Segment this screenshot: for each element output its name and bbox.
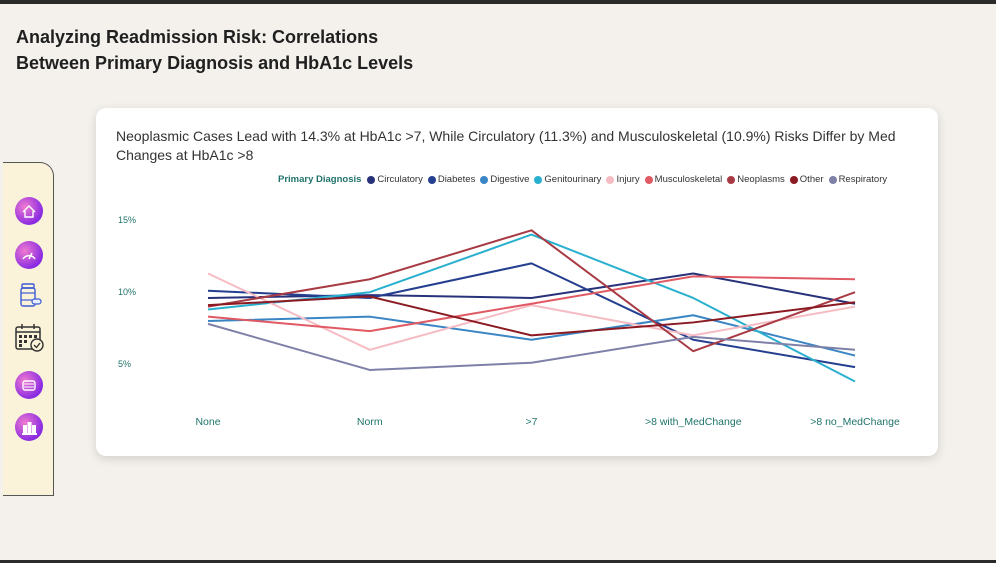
page-title: Analyzing Readmission Risk: Correlations… [16,24,536,76]
top-border [0,0,996,4]
x-tick-label: >7 [526,416,538,428]
y-tick-label: 15% [118,215,136,225]
legend-item[interactable]: Neoplasms [727,174,785,185]
legend-label: Neoplasms [737,174,785,185]
bottles-icon[interactable] [15,413,43,441]
legend-label: Genitourinary [544,174,602,185]
legend-item[interactable]: Injury [606,174,640,185]
x-tick-label: >8 with_MedChange [645,416,742,428]
page-title-line-1: Analyzing Readmission Risk: Correlations [16,27,379,47]
x-tick-label: Norm [357,416,383,428]
series-line-genitourinary[interactable] [207,233,856,383]
legend-marker [727,175,736,184]
legend-item[interactable]: Diabetes [427,174,476,185]
legend-label: Circulatory [377,174,423,185]
x-tick-label: >8 no_MedChange [810,416,900,428]
speedometer-icon[interactable] [15,241,43,269]
legend-marker [789,175,798,184]
calendar-check-icon[interactable] [15,323,44,352]
legend-label: Diabetes [437,174,476,185]
legend-item[interactable]: Respiratory [828,174,888,185]
legend-marker [427,175,436,184]
legend-title: Primary Diagnosis [278,174,362,185]
sidebar-nav [3,162,54,496]
legend-label: Musculoskeletal [654,174,723,185]
legend-marker [480,175,489,184]
page-title-line-2: Between Primary Diagnosis and HbA1c Leve… [16,53,414,73]
series-line-diabetes[interactable] [207,262,856,369]
series-line-musculoskeletal[interactable] [207,275,856,333]
legend-marker [828,175,837,184]
legend-marker [644,175,653,184]
x-tick-label: None [195,416,220,428]
legend-item[interactable]: Other [789,174,824,185]
medicine-bottle-icon[interactable] [15,281,43,309]
legend-label: Digestive [490,174,530,185]
legend-item[interactable]: Genitourinary [534,174,601,185]
y-tick-label: 5% [118,359,131,369]
chart-card: Neoplasmic Cases Lead with 14.3% at HbA1… [96,108,938,456]
line-chart: 5% 10% 15% None Norm >7 >8 with_MedChange >8 no… [118,215,900,428]
chart-legend: Primary Diagnosis Circulatory Diabetes Dig… [278,174,920,185]
legend-marker [367,175,376,184]
legend-label: Other [799,174,824,185]
home-icon[interactable] [15,197,43,225]
legend-item[interactable]: Circulatory [367,174,423,185]
series-line-digestive[interactable] [207,314,856,357]
bottom-border [0,560,996,563]
legend-item[interactable]: Digestive [480,174,529,185]
series-line-respiratory[interactable] [207,322,856,371]
chart-title: Neoplasmic Cases Lead with 14.3% at HbA1… [116,128,896,163]
y-tick-label: 10% [118,287,136,297]
legend-marker [534,175,543,184]
series-line-other[interactable] [207,295,856,337]
legend-label: Injury [616,174,640,185]
face-mask-icon[interactable] [15,371,43,399]
legend-marker [606,175,615,184]
series-line-injury[interactable] [207,272,856,351]
legend-label: Respiratory [838,174,888,185]
series-line-neoplasms[interactable] [207,229,856,353]
legend-item[interactable]: Musculoskeletal [644,174,723,185]
